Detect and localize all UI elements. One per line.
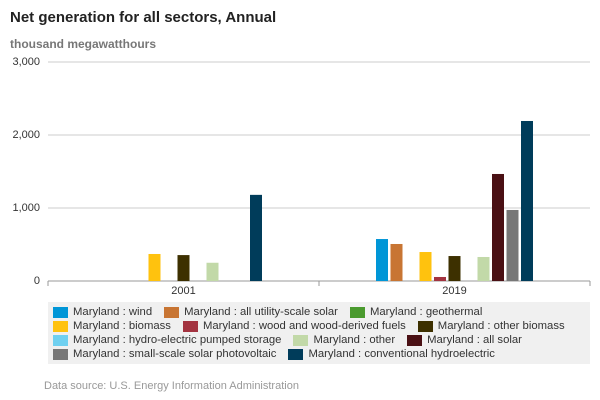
bar [250,194,262,281]
chart-title: Net generation for all sectors, Annual [10,9,276,26]
bar [434,276,446,281]
legend-label: Maryland : wind [73,306,153,318]
legend-swatch [349,306,365,318]
legend-label: Maryland : biomass [73,320,171,332]
legend-item[interactable]: Maryland : biomass [53,320,171,332]
bar [506,209,519,281]
y-tick-label: 0 [34,275,40,287]
legend-swatch [53,334,68,346]
x-tick-label: 2019 [442,285,466,297]
legend-swatch [53,320,68,332]
legend-swatch [417,320,433,332]
legend-label: Maryland : conventional hydroelectric [308,348,495,360]
chart-subtitle: thousand megawatthours [10,37,156,51]
bar [148,253,161,281]
bar [492,173,504,281]
bar [390,243,403,281]
bar [419,252,432,281]
y-tick-label: 3,000 [12,56,40,68]
bar [177,255,190,281]
legend-swatch [164,306,180,318]
legend: Maryland : wind Maryland : all utility-sc… [48,302,590,364]
legend-item[interactable]: Maryland : wood and wood-derived fuels [182,320,406,332]
legend-swatch [288,348,304,360]
y-tick-label: 2,000 [12,129,40,141]
legend-label: Maryland : wood and wood-derived fuels [202,320,406,332]
bar [206,262,219,281]
legend-swatch [407,334,423,346]
legend-item[interactable]: Maryland : small-scale solar photovoltai… [53,348,276,360]
legend-label: Maryland : hydro-electric pumped storage [73,334,282,346]
bar [477,256,490,281]
bar [521,120,533,281]
legend-swatch [293,334,309,346]
legend-item[interactable]: Maryland : all utility-scale solar [164,306,338,318]
source: Data source: U.S. Energy Information Adm… [44,380,299,392]
legend-label: Maryland : small-scale solar photovoltai… [73,348,277,360]
legend-item[interactable]: Maryland : all solar [407,334,522,346]
bar [376,239,388,281]
legend-swatch [53,306,68,318]
legend-swatch [182,320,198,332]
legend-item[interactable]: Maryland : hydro-electric pumped storage [53,334,281,346]
legend-item[interactable]: Maryland : geothermal [349,306,483,318]
legend-label: Maryland : all utility-scale solar [184,306,338,318]
legend-item[interactable]: Maryland : other [293,334,395,346]
bar [448,256,461,281]
legend-label: Maryland : all solar [427,334,522,346]
y-tick-label: 1,000 [12,202,40,214]
legend-item[interactable]: Maryland : conventional hydroelectric [288,348,495,360]
legend-swatch [53,348,68,360]
x-tick-label: 2001 [171,285,195,297]
legend-label: Maryland : geothermal [369,306,483,318]
legend-label: Maryland : other [313,334,396,346]
legend-label: Maryland : other biomass [437,320,565,332]
legend-item[interactable]: Maryland : wind [53,306,152,318]
legend-item[interactable]: Maryland : other biomass [417,320,565,332]
